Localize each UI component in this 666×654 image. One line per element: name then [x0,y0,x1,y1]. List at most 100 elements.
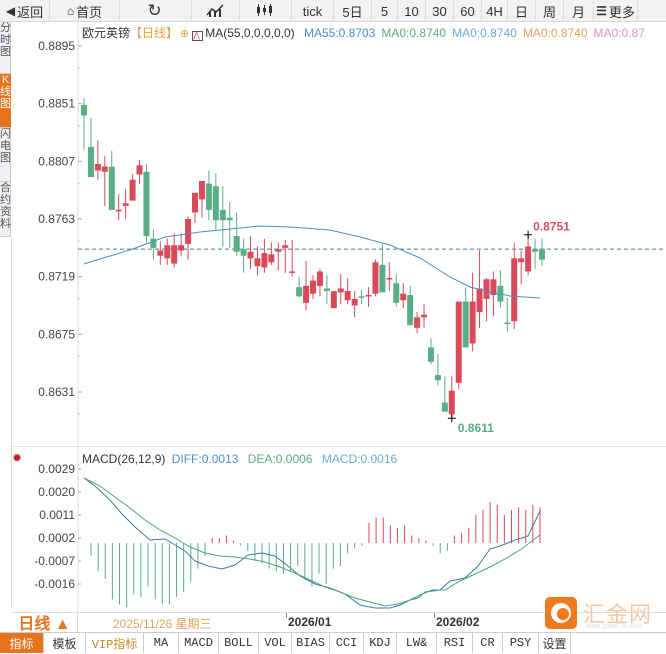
indicator-tab-模板[interactable]: 模板 [44,633,86,653]
macd-y-tick: -0.0007 [34,554,75,568]
toolbar-button-5[interactable]: 5 [372,0,398,22]
candle [483,277,490,322]
candle [261,238,268,273]
indicator-tab-vip指标[interactable]: VIP指标 [86,633,144,653]
symbol-name: 欧元英镑 [82,26,131,40]
pane-separator[interactable] [12,446,666,447]
toolbar-label: 月 [571,4,585,20]
candle [393,274,400,307]
back-arrow-icon: ◀ [5,4,16,18]
indicator-tab-设置[interactable]: 设置 [539,633,571,653]
period-toolbar: ◀ 返回 ⌂ 首页 ↻ tick 5日 5 10 30 60 4H 日周月 ☰ 更多 [0,0,666,22]
candle [136,160,143,184]
candle [323,275,330,305]
indicator-tab-psy[interactable]: PSY [503,633,539,653]
toolbar-button-candlestick[interactable] [240,0,292,22]
toolbar-label: 5 [380,3,389,19]
candle [205,170,212,221]
indicator-tab-vol[interactable]: VOL [259,633,292,653]
candle [115,194,122,221]
candle [219,186,226,247]
toolbar-label: 返回 [17,4,44,20]
indicator-tab-boll[interactable]: BOLL [219,633,259,653]
macd-y-tick: 0.0002 [38,531,75,545]
side-tab-0[interactable]: 分时图 [0,22,11,74]
candle [185,216,192,260]
candle [497,270,504,309]
candle [407,285,414,326]
candle [87,118,94,178]
ma-value-4: MA0:0.87 [593,26,645,40]
watermark-text: 汇金网 [583,602,653,627]
y-tick-label: 0.8895 [38,39,75,53]
macd-y-tick: 0.0029 [38,462,75,476]
indicator-tab-bias[interactable]: BIAS [292,633,330,653]
indicator-tab-macd[interactable]: MACD [179,633,219,653]
candle [365,287,372,307]
indicator-tab-cr[interactable]: CR [473,633,503,653]
candle [372,259,379,297]
toolbar-button-refresh[interactable]: ↻ [120,0,192,22]
candle [441,376,448,412]
x-axis-label: 2026/02 [436,615,480,629]
candle [81,98,87,150]
candle [379,243,386,293]
toolbar-button-10[interactable]: 10 [398,0,426,22]
indicator-tab-cci[interactable]: CCI [330,633,364,653]
y-tick-label: 0.8631 [38,385,75,399]
macd-label: MACD(26,12,9) [82,452,166,466]
candle [539,238,545,267]
candle [296,276,303,298]
indicator-tab-lw&[interactable]: LW& [397,633,437,653]
toolbar-button-5日[interactable]: 5日 [334,0,372,22]
watermark-logo: 汇金网 www.gold678.com [545,597,653,630]
toolbar-button-line-chart[interactable] [192,0,240,22]
indicator-tab-指标[interactable]: 指标 [0,633,44,653]
low-annotation: 0.8611 [458,421,494,435]
side-tab-1[interactable]: K线图 [0,74,11,128]
candle [143,163,150,243]
macd-value: MACD:0.0016 [321,452,398,466]
toolbar-button-周[interactable]: 周 [536,0,564,22]
macd-y-tick: 0.0011 [39,508,75,522]
indicator-tab-kdj[interactable]: KDJ [364,633,397,653]
toolbar-button-返回[interactable]: ◀ 返回 [0,0,50,22]
y-tick-label: 0.8763 [38,212,75,226]
diff-value: DIFF:0.0013 [171,452,239,466]
toolbar-button-30[interactable]: 30 [426,0,454,22]
toolbar-button-首页[interactable]: ⌂ 首页 [50,0,120,22]
ma-label: MA(55,0,0,0,0,0) [205,26,295,40]
toolbar-button-tick[interactable]: tick [292,0,334,22]
candle [157,241,164,265]
side-tab-3[interactable]: 合约资料 [0,182,11,237]
indicator-settings-icon[interactable]: ✹ [12,451,23,465]
toolbar-button-60[interactable]: 60 [454,0,482,22]
dea-line [83,477,541,607]
toolbar-label: 日 [514,4,528,20]
high-annotation: 0.8751 [533,220,570,234]
chart-legend: 欧元英镑【日线】 ⊕ ⋀ MA(55,0,0,0,0,0) MA55:0.8703 MA… [82,24,657,41]
indicator-icon[interactable]: ⋀ [192,31,204,41]
x-tick [434,613,435,618]
refresh-icon: ↻ [147,1,162,20]
candle [198,180,205,218]
toolbar-button-更多[interactable]: ☰ 更多 [594,0,638,22]
price-chart[interactable]: 0.8895 0.8851 0.8807 0.8763 0.8719 0.8675 0.86… [0,22,666,446]
indicator-tab-rsi[interactable]: RSI [437,633,473,653]
indicator-tab-ma[interactable]: MA [144,633,179,653]
ma-value-3: MA0:0.8740 [522,26,588,40]
y-tick-label: 0.8719 [38,270,75,284]
side-tab-2[interactable]: 闪电图 [0,128,11,182]
indicator-bar: 指标 模板 VIP指标 MA MACD BOLL VOL BIAS CCI KDJ LW& RSI CR… [0,632,666,654]
candle [386,262,393,292]
macd-chart[interactable]: 0.0029 0.0020 0.0011 0.0002 -0.0007 -0.0016 [0,447,666,612]
period-selector[interactable]: 日线 ▲ [12,612,78,633]
candle [421,304,428,328]
toolbar-button-月[interactable]: 月 [564,0,594,22]
candle [122,188,129,219]
zoom-toggle-icon[interactable]: ⊕ [180,28,190,40]
toolbar-button-4H[interactable]: 4H [482,0,508,22]
toolbar-label: 60 [460,3,475,19]
toolbar-button-日[interactable]: 日 [508,0,536,22]
candle [344,277,351,305]
